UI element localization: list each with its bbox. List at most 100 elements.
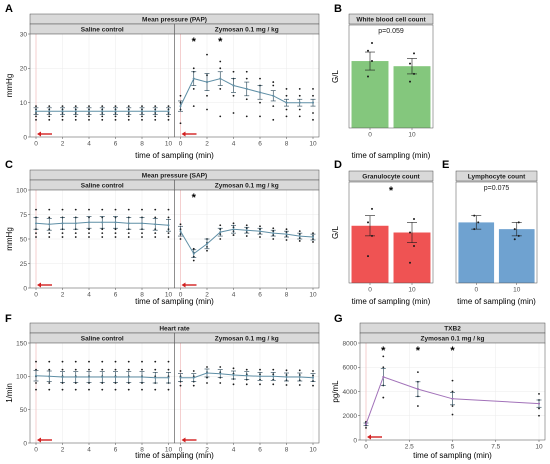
mean-point — [285, 101, 288, 104]
data-point — [206, 249, 208, 252]
data-point — [192, 105, 195, 107]
y-axis-title: mmHg — [5, 227, 14, 251]
mean-point — [219, 231, 222, 234]
data-point — [371, 234, 373, 237]
data-point — [179, 122, 182, 125]
data-point — [88, 208, 90, 211]
data-point — [232, 70, 235, 73]
significance-star: * — [218, 36, 223, 48]
data-point — [409, 261, 411, 264]
mean-point — [272, 94, 275, 97]
panel-title: TXB2 — [444, 326, 461, 333]
data-point — [219, 382, 222, 384]
data-point — [114, 105, 117, 107]
mean-point — [206, 372, 208, 374]
significance-star: * — [416, 345, 421, 357]
data-point — [114, 388, 117, 391]
data-point — [272, 238, 275, 240]
mean-point — [259, 230, 261, 233]
data-point — [219, 67, 222, 70]
mean-point — [114, 376, 117, 378]
data-point — [74, 368, 77, 371]
significance-star: * — [450, 345, 455, 357]
y-axis-title: mmHg — [5, 74, 14, 98]
data-point — [477, 221, 480, 224]
data-point — [232, 367, 235, 370]
mean-point — [141, 222, 143, 225]
data-point — [513, 228, 516, 231]
data-point — [101, 360, 104, 363]
data-point — [114, 115, 117, 118]
mean-point — [88, 221, 90, 224]
data-point — [413, 72, 415, 75]
data-point — [179, 384, 182, 387]
data-point — [114, 232, 117, 235]
x-tick-label: 0 — [368, 132, 372, 139]
data-point — [74, 236, 77, 238]
facet-title: Zymosan 0.1 mg / kg — [215, 27, 279, 34]
x-tick-label: 10 — [309, 447, 317, 454]
data-point — [88, 105, 90, 107]
mean-point — [48, 223, 51, 226]
data-point — [259, 225, 261, 228]
mean-point — [127, 376, 130, 378]
mean-point — [245, 229, 248, 232]
data-point — [219, 238, 222, 240]
data-point — [127, 236, 130, 238]
panel-title: Heart rate — [159, 326, 190, 333]
significance-annotation: p=0.059 — [378, 28, 404, 35]
bar — [393, 66, 431, 128]
data-point — [114, 208, 117, 211]
data-point — [48, 115, 51, 118]
data-point — [371, 60, 373, 63]
data-point — [206, 53, 208, 56]
data-point — [285, 108, 288, 111]
data-point — [35, 118, 37, 121]
mean-point — [179, 105, 182, 108]
data-point — [48, 236, 51, 238]
data-point — [101, 232, 104, 235]
mean-point — [285, 233, 288, 236]
data-point — [114, 368, 117, 371]
data-point — [61, 105, 64, 107]
data-point — [154, 360, 157, 363]
data-point — [285, 369, 288, 372]
y-tick-label: 0 — [353, 437, 357, 444]
data-point — [245, 77, 248, 80]
data-point — [141, 208, 143, 211]
mean-point — [272, 375, 275, 378]
data-point — [285, 239, 288, 241]
data-point — [154, 236, 157, 238]
data-point — [312, 112, 314, 114]
data-point — [74, 118, 77, 121]
x-tick-label: 4 — [87, 141, 91, 148]
mean-point — [232, 228, 235, 231]
mean-point — [127, 222, 130, 225]
mean-point — [416, 388, 419, 391]
mean-point — [312, 376, 314, 379]
data-point — [127, 115, 130, 118]
mean-point — [298, 376, 301, 378]
injection-arrow-head — [181, 282, 186, 288]
data-point — [35, 382, 37, 384]
x-tick-label: 6 — [258, 292, 262, 299]
data-point — [154, 115, 157, 118]
data-point — [35, 388, 37, 391]
mean-point — [206, 242, 208, 245]
significance-annotation: p=0.075 — [484, 185, 510, 192]
panel-label: A — [5, 3, 13, 15]
data-point — [48, 105, 51, 107]
x-tick-label: 6 — [258, 141, 262, 148]
x-tick-label: 0 — [34, 141, 38, 148]
data-point — [167, 236, 170, 238]
data-point — [219, 224, 222, 227]
data-point — [61, 360, 64, 363]
data-point — [413, 52, 415, 55]
data-point — [61, 368, 64, 371]
data-point — [114, 236, 117, 238]
y-axis-title: G/L — [331, 226, 340, 239]
data-point — [167, 368, 170, 371]
data-point — [88, 388, 90, 391]
title-strip — [348, 170, 434, 182]
